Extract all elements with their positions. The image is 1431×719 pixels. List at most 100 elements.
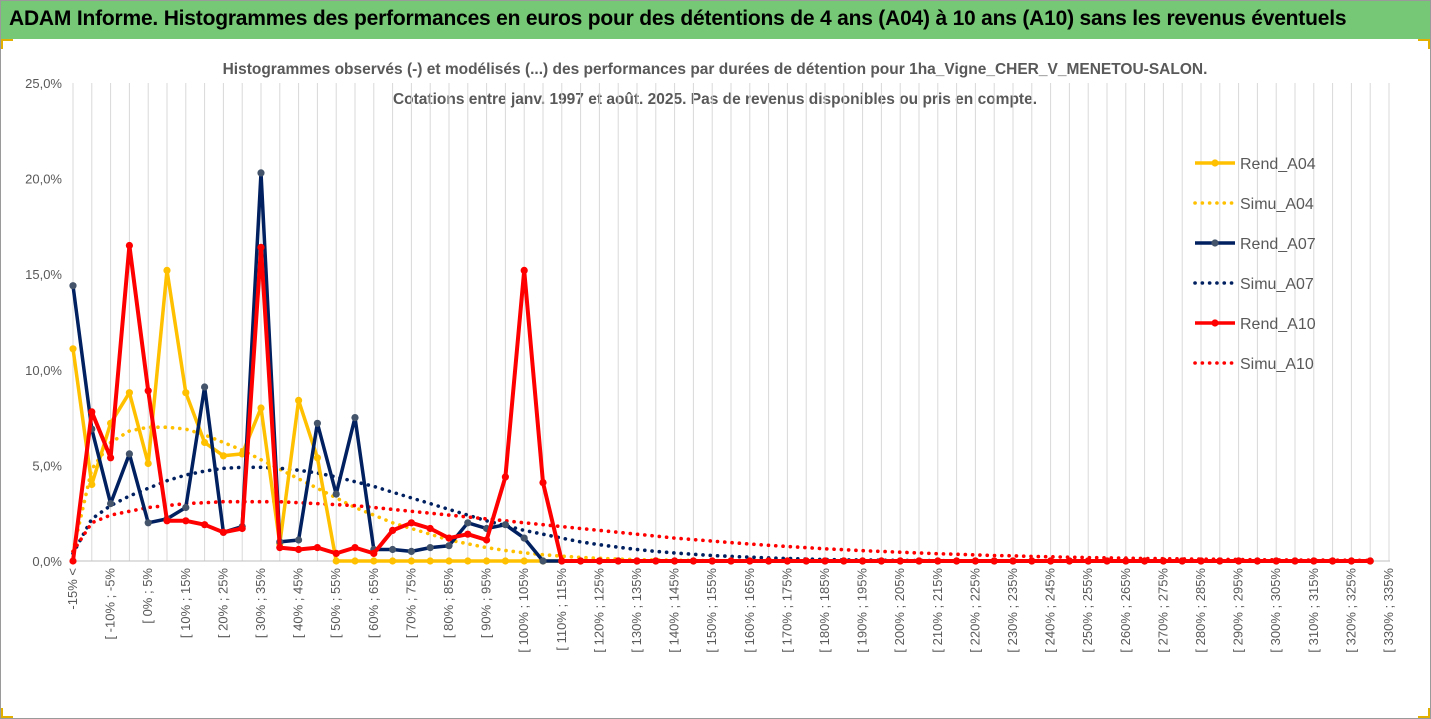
- data-point: [238, 450, 246, 458]
- x-tick-label: [ 260% ; 265%: [1118, 568, 1133, 653]
- data-point: [1178, 557, 1186, 565]
- data-point: [915, 557, 923, 565]
- data-point: [351, 414, 359, 422]
- legend-marker: [1211, 319, 1219, 327]
- x-tick-label: [ 10% ; 15%: [178, 568, 193, 639]
- x-tick-label: [ 250% ; 255%: [1080, 568, 1095, 653]
- data-point: [426, 557, 434, 565]
- corner-marker: [1418, 39, 1430, 49]
- x-tick-label: [ 50% ; 55%: [328, 568, 343, 639]
- data-point: [445, 557, 453, 565]
- data-point: [896, 557, 904, 565]
- data-point: [69, 345, 77, 353]
- legend-entry: Rend_A04: [1240, 156, 1316, 173]
- data-point: [351, 557, 359, 565]
- data-point: [257, 243, 265, 251]
- series-simu_a10: [71, 499, 1372, 563]
- data-point: [125, 389, 133, 397]
- data-point: [520, 266, 528, 274]
- data-point: [971, 557, 980, 565]
- series-rend_a10: [69, 241, 1374, 565]
- data-point: [501, 557, 509, 565]
- series-rend_a07: [69, 169, 1374, 565]
- data-point: [1235, 557, 1243, 565]
- corner-marker: [1, 39, 13, 49]
- data-point: [1216, 557, 1224, 565]
- x-tick-label: [ 140% ; 145%: [667, 568, 682, 653]
- legend-entry: Simu_A04: [1240, 196, 1314, 213]
- data-point: [389, 526, 397, 535]
- data-point: [407, 557, 415, 565]
- data-point: [1272, 557, 1280, 565]
- data-point: [877, 557, 886, 565]
- x-tick-label: [ 80% ; 85%: [441, 568, 456, 639]
- data-point: [426, 544, 434, 552]
- x-tick-label: [ 220% ; 225%: [967, 568, 982, 653]
- x-tick-label: [ 180% ; 185%: [817, 568, 832, 653]
- data-point: [313, 544, 321, 552]
- chart-title: Histogrammes observés (-) et modélisés (…: [223, 61, 1208, 78]
- x-tick-label: [ 170% ; 175%: [779, 568, 794, 653]
- data-point: [426, 524, 434, 533]
- data-point: [633, 557, 641, 565]
- data-point: [934, 557, 942, 565]
- data-point: [332, 549, 340, 558]
- report-title: ADAM Informe. Histogrammes des performan…: [9, 7, 1347, 30]
- x-tick-label: [ 70% ; 75%: [403, 568, 418, 639]
- x-tick-label: [ 230% ; 235%: [1005, 568, 1020, 653]
- data-point: [671, 557, 679, 565]
- legend-marker: [1211, 239, 1219, 247]
- y-tick-label: 10,0%: [25, 363, 62, 378]
- data-point: [577, 557, 585, 565]
- x-tick-label: [ 190% ; 195%: [855, 568, 870, 653]
- x-tick-label: [ 290% ; 295%: [1231, 568, 1246, 653]
- data-point: [370, 557, 378, 565]
- data-point: [313, 419, 321, 427]
- data-point: [501, 473, 509, 481]
- data-point: [783, 557, 792, 565]
- data-point: [125, 450, 133, 458]
- data-point: [1084, 557, 1092, 565]
- data-point: [802, 557, 810, 565]
- data-point: [1141, 557, 1149, 565]
- data-point: [370, 549, 378, 558]
- data-point: [295, 545, 303, 554]
- data-point: [689, 557, 698, 565]
- x-tick-label: [ 280% ; 285%: [1193, 568, 1208, 653]
- data-point: [295, 536, 303, 544]
- data-point: [219, 452, 227, 460]
- series-group: [69, 169, 1374, 565]
- data-point: [1291, 557, 1299, 565]
- data-point: [1122, 557, 1130, 565]
- data-point: [351, 544, 359, 552]
- x-tick-label: [ 20% ; 25%: [215, 568, 230, 639]
- data-point: [1310, 557, 1318, 565]
- data-point: [520, 557, 528, 565]
- x-tick-label: [ 160% ; 165%: [742, 568, 757, 653]
- data-point: [1028, 557, 1036, 565]
- data-point: [501, 521, 509, 529]
- data-point: [445, 534, 453, 542]
- data-point: [464, 557, 472, 565]
- data-point: [595, 557, 604, 565]
- data-point: [201, 438, 209, 447]
- corner-marker: [1, 708, 13, 718]
- data-point: [69, 557, 77, 565]
- data-point: [1253, 557, 1261, 565]
- y-axis: 0,0% 5,0% 10,0% 15,0% 20,0% 25,0%: [25, 76, 62, 569]
- x-tick-label: [ 300% ; 305%: [1268, 568, 1283, 653]
- x-tick-label: [ 110% ; 115%: [554, 568, 569, 651]
- data-point: [144, 459, 152, 468]
- data-point: [1159, 557, 1167, 565]
- data-point: [1065, 557, 1073, 565]
- data-point: [765, 557, 773, 565]
- series-line: [71, 499, 1372, 563]
- data-point: [483, 557, 491, 565]
- data-point: [407, 519, 415, 527]
- data-point: [276, 544, 284, 552]
- data-point: [332, 490, 340, 498]
- data-point: [464, 519, 472, 527]
- data-point: [182, 503, 190, 512]
- data-point: [445, 542, 453, 550]
